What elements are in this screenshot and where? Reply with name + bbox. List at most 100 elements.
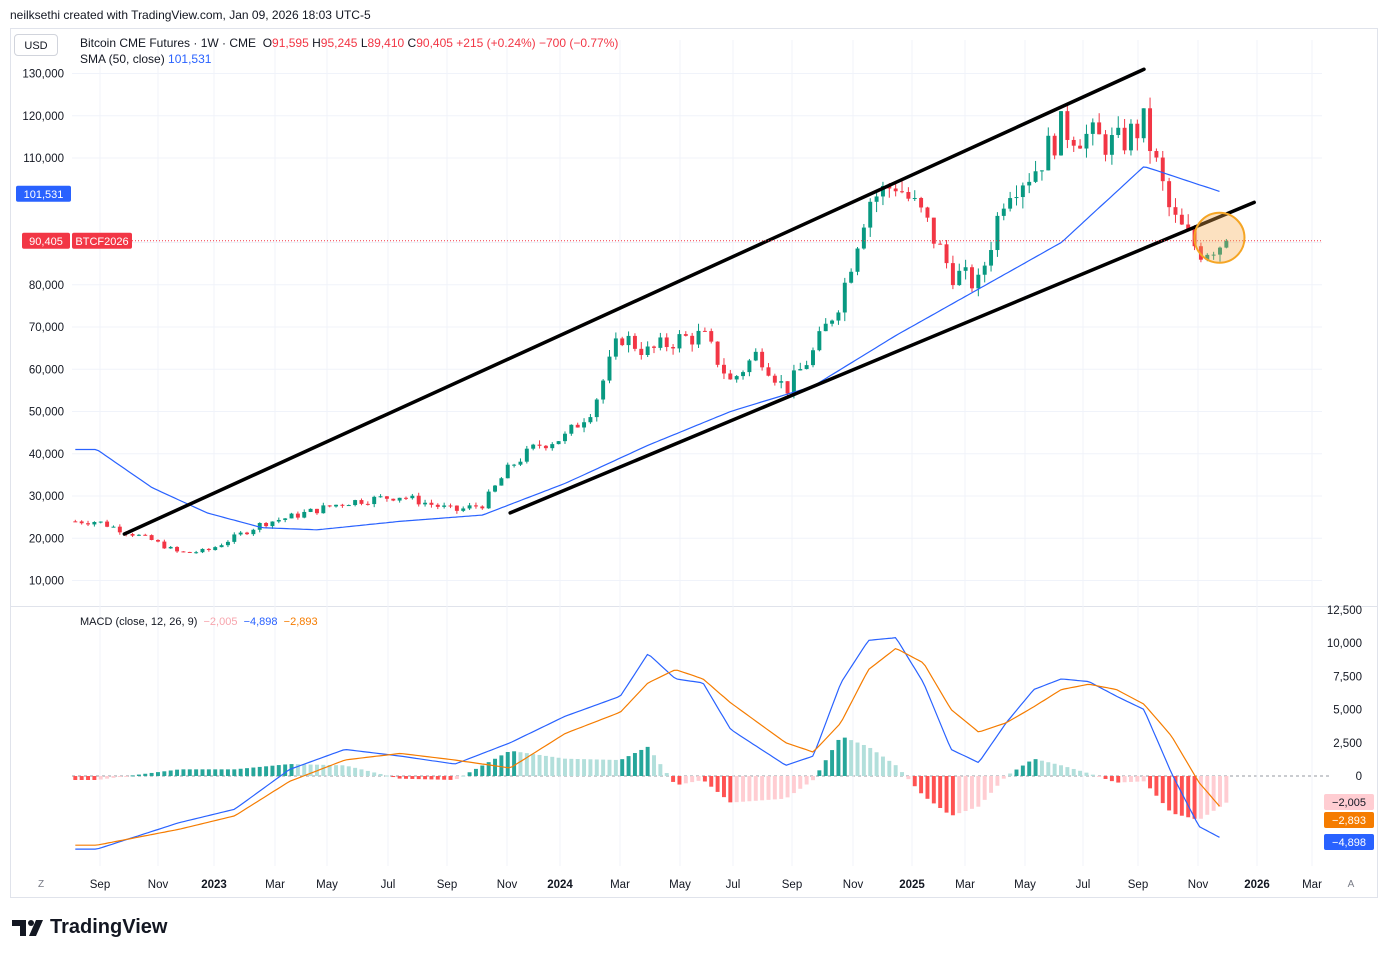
candle-down [639,348,644,356]
macd-histogram-bar [912,776,917,787]
macd-histogram-bar [906,776,911,780]
macd-histogram-bar [1218,776,1222,807]
candle-down [652,346,656,348]
chart-frame [10,28,1378,898]
candle-down [429,502,434,505]
candle-down [1078,145,1083,149]
macd-hist-badge-bg [1324,794,1374,810]
candle-up [556,441,561,445]
candle-down [245,532,249,535]
macd-histogram-bar [1033,759,1038,776]
candle-up [397,497,402,501]
candle-down [384,496,389,499]
price-tick-label: 30,000 [29,491,64,503]
candle-up [346,505,351,507]
candle-up [912,197,917,199]
time-tick-label: 2025 [899,879,925,891]
tradingview-logo[interactable]: TradingView [10,916,167,939]
candle-down [162,541,167,549]
time-tick-label: Nov [843,879,864,891]
macd-label[interactable]: MACD (close, 12, 26, 9) [80,616,198,628]
candle-up [270,521,275,527]
macd-histogram-bar [995,776,1000,786]
candle-up [607,356,612,381]
macd-histogram-bar [868,747,873,776]
sma-label[interactable]: SMA (50, close) [80,52,165,66]
macd-histogram-bar [1046,762,1051,776]
auto-scale-button[interactable]: A [1347,879,1355,890]
candle-down [295,513,300,518]
candle-up [588,417,593,423]
candle-down [1065,111,1070,140]
macd-histogram-bar [785,776,790,798]
currency-button[interactable]: USD [14,34,58,56]
macd-histogram-bar [1128,776,1133,782]
candle-down [86,523,90,525]
candle-up [613,338,618,357]
time-tick-label: May [669,879,691,891]
macd-histogram-bar [582,759,587,776]
price-badge-bg [22,232,70,249]
tradingview-logo-text: TradingView [50,916,168,938]
macd-histogram-bar [1039,760,1044,776]
macd-histogram-bar [473,768,478,776]
candle-up [1084,133,1089,149]
candle-up [486,491,491,509]
time-tick-label: 2026 [1244,879,1270,891]
macd-histogram-bar [493,758,497,776]
macd-histogram-bar [1027,761,1032,776]
zoom-button[interactable]: Z [37,879,45,890]
macd-line [75,637,1220,850]
macd-histogram-bar [632,753,637,776]
candle-up [136,534,141,536]
macd-histogram-bar [887,760,892,776]
price-tick-label: 70,000 [29,322,64,334]
candle-down [772,375,777,383]
candle-up [334,504,339,507]
candle-down [970,267,974,289]
candle-down [314,508,319,514]
macd-histogram-bar [1065,767,1070,776]
candle-down [359,500,364,504]
macd-histogram-bar [1008,773,1013,776]
candle-down [1103,134,1108,155]
candle-up [283,518,288,520]
candle-down [931,217,936,244]
candle-down [105,521,110,527]
macd-signal-value: −2,893 [283,616,318,628]
candle-up [734,376,739,380]
macd-histogram-bar [753,776,758,801]
candle-up [798,369,803,371]
macd-histogram-bar [1135,776,1140,782]
candle-up [842,282,847,313]
symbol-name[interactable]: Bitcoin CME Futures · 1W · CME [80,36,257,50]
macd-histogram-bar [1097,776,1102,777]
macd-histogram-bar [295,764,300,776]
macd-histogram-bar [461,775,466,777]
macd-histogram-bar [823,760,828,776]
macd-histogram-bar [855,742,860,776]
macd-histogram-bar [639,749,644,776]
macd-histogram-bar [518,752,523,776]
candle-up [493,485,497,492]
macd-histogram-bar [143,773,148,776]
candle-up [1001,208,1006,216]
candle-down [1186,224,1191,230]
candle-down [702,330,707,332]
macd-histogram-bar [365,770,370,776]
macd-histogram-bar [334,765,339,776]
candle-up [257,522,262,530]
time-tick-label: Nov [1188,879,1209,891]
candle-down [1052,135,1057,156]
candle-up [308,508,313,512]
candle-up [849,271,854,283]
price-tick-label: 110,000 [23,153,64,165]
price-tick-label: 60,000 [29,364,64,376]
candle-up [1211,254,1216,256]
candle-up [238,532,243,535]
candle-down [181,551,186,553]
macd-histogram-bar [1160,776,1165,804]
time-tick-label: Sep [90,879,110,891]
macd-histogram-bar [384,775,389,777]
